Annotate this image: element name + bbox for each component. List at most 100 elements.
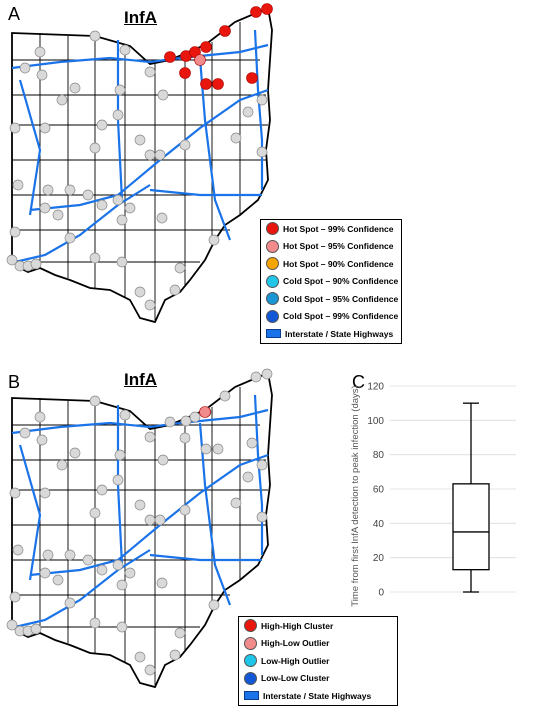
- panel-b-map-title: InfA: [124, 370, 158, 389]
- legend-label: Hot Spot – 99% Confidence: [283, 223, 394, 234]
- site-marker: [89, 252, 101, 264]
- site-marker: [52, 209, 64, 221]
- hot-spot-marker: [200, 78, 212, 90]
- site-marker: [9, 591, 21, 603]
- panel-b-legend: High-High Cluster High-Low Outlier Low-Hig…: [238, 616, 398, 706]
- legend-label: High-Low Outlier: [261, 638, 330, 649]
- site-marker: [200, 443, 212, 455]
- site-marker: [134, 499, 146, 511]
- site-marker: [134, 134, 146, 146]
- y-tick-labels: 0 20 40 60 80 100 120: [367, 382, 384, 599]
- site-marker: [144, 149, 156, 161]
- site-marker: [39, 487, 51, 499]
- site-marker: [179, 139, 191, 151]
- site-marker: [230, 497, 242, 509]
- site-marker: [39, 122, 51, 134]
- site-marker: [82, 554, 94, 566]
- site-marker: [89, 395, 101, 407]
- legend-item: Cold Spot – 95% Confidence: [261, 290, 401, 308]
- county-lines: [12, 22, 268, 320]
- site-marker: [156, 212, 168, 224]
- site-marker: [256, 459, 268, 471]
- panel-a-letter: A: [8, 4, 21, 24]
- legend-label: Low-Low Cluster: [261, 673, 330, 684]
- site-marker: [169, 649, 181, 661]
- y-tick-label: 80: [373, 450, 385, 461]
- legend-item: Hot Spot – 95% Confidence: [261, 238, 401, 256]
- hot-spot-marker: [194, 54, 206, 66]
- site-marker: [119, 44, 131, 56]
- site-marker: [157, 89, 169, 101]
- legend-dot-icon: [244, 654, 257, 668]
- site-marker: [242, 106, 254, 118]
- site-marker: [6, 619, 18, 631]
- site-marker: [96, 119, 108, 131]
- highways: [11, 394, 269, 629]
- site-marker: [154, 514, 166, 526]
- legend-item: Cold Spot – 99% Confidence: [261, 308, 401, 326]
- site-marker: [119, 409, 131, 421]
- site-marker: [89, 617, 101, 629]
- legend-label: Interstate / State Highways: [285, 328, 394, 339]
- legend-item: Low-High Outlier: [239, 652, 397, 670]
- site-marker: [112, 474, 124, 486]
- site-marker: [42, 549, 54, 561]
- panel-c-boxplot: Time from first InfA detection to peak i…: [350, 382, 516, 607]
- legend-item: Hot Spot – 99% Confidence: [261, 220, 401, 238]
- site-marker: [242, 471, 254, 483]
- site-marker: [250, 371, 262, 383]
- site-marker: [164, 416, 176, 428]
- hot-spot-marker: [179, 67, 191, 79]
- site-marker: [69, 447, 81, 459]
- legend-item: High-High Cluster: [239, 617, 397, 635]
- legend-dot-icon: [266, 239, 279, 253]
- site-marker: [30, 623, 42, 635]
- site-marker: [134, 651, 146, 663]
- site-marker: [19, 62, 31, 74]
- site-marker: [6, 254, 18, 266]
- county-lines: [12, 387, 268, 685]
- site-marker: [12, 179, 24, 191]
- panel-c-letter: C: [352, 372, 365, 392]
- legend-label: High-High Cluster: [261, 620, 334, 631]
- site-marker: [180, 415, 192, 427]
- site-marker: [157, 454, 169, 466]
- hot-spot-marker: [212, 78, 224, 90]
- legend-item: High-Low Outlier: [239, 635, 397, 653]
- y-axis-label: Time from first InfA detection to peak i…: [350, 385, 361, 606]
- site-marker: [256, 94, 268, 106]
- site-marker: [112, 109, 124, 121]
- ohio-outline: [11, 6, 273, 324]
- site-marker: [39, 202, 51, 214]
- legend-dot-icon: [266, 222, 279, 236]
- site-marker: [134, 286, 146, 298]
- site-marker: [34, 411, 46, 423]
- site-marker: [64, 597, 76, 609]
- site-marker: [124, 567, 136, 579]
- site-marker: [19, 427, 31, 439]
- site-marker: [256, 146, 268, 158]
- site-marker: [116, 621, 128, 633]
- site-marker: [96, 484, 108, 496]
- legend-item: Interstate / State Highways: [239, 687, 397, 705]
- hot-spot-marker: [246, 72, 258, 84]
- hot-spot-marker: [261, 3, 273, 15]
- legend-dot-icon: [266, 274, 279, 288]
- site-marker: [9, 487, 21, 499]
- y-tick-label: 20: [373, 553, 385, 564]
- hot-spot-marker: [164, 51, 176, 63]
- site-marker: [144, 299, 156, 311]
- legend-label: Cold Spot – 99% Confidence: [283, 311, 399, 322]
- site-marker: [212, 443, 224, 455]
- legend-item: Cold Spot – 90% Confidence: [261, 273, 401, 291]
- site-marker: [64, 549, 76, 561]
- sample-sites: [6, 368, 273, 676]
- sample-sites: [6, 3, 273, 311]
- site-marker: [156, 577, 168, 589]
- legend-dot-icon: [266, 292, 279, 306]
- site-marker: [89, 507, 101, 519]
- panel-a-map-title: InfA: [124, 8, 158, 27]
- site-marker: [154, 149, 166, 161]
- legend-item: Interstate / State Highways: [261, 325, 401, 343]
- legend-dot-icon: [244, 636, 257, 650]
